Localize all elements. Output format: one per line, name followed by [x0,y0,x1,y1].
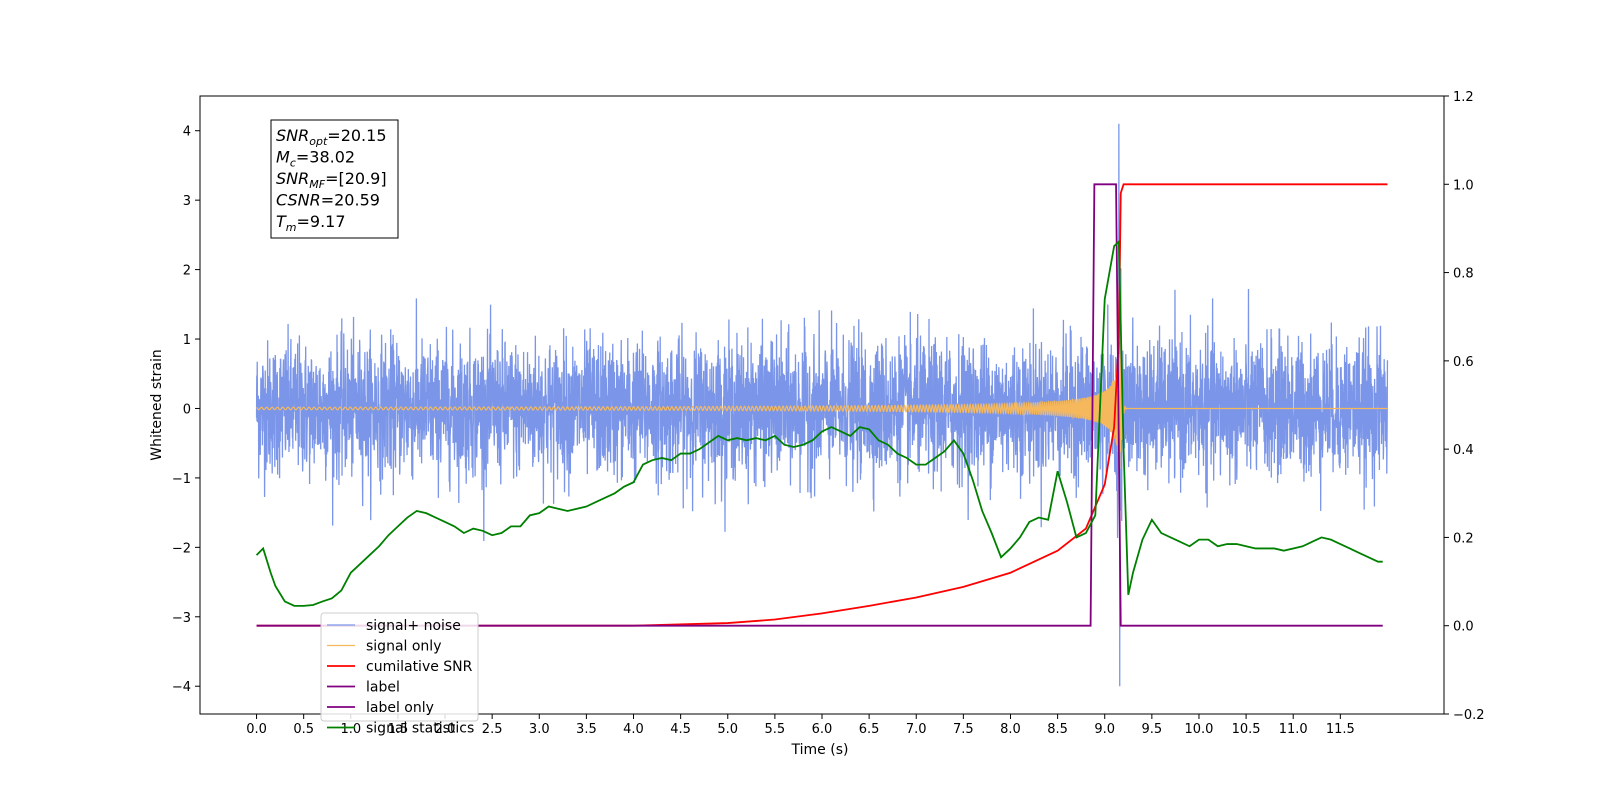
x-tick-label: 9.0 [1094,722,1115,737]
y2-tick-label: 0.0 [1453,620,1474,635]
annotation-line: SNRMF=[20.9] [276,169,387,191]
annotation-subscript: opt [309,135,328,148]
x-tick-label: 7.0 [906,722,927,737]
y2-tick-label: −0.2 [1453,708,1485,723]
x-tick-label: 6.5 [859,722,880,737]
annotation-line: CSNR=20.59 [276,191,380,210]
plot-area [255,123,1389,687]
y2-tick-label: 0.4 [1453,443,1474,458]
x-tick-label: 8.5 [1047,722,1068,737]
annotation-line: SNRopt=20.15 [276,126,387,148]
y-tick-label: 0 [183,402,191,417]
x-tick-label: 11.5 [1326,722,1355,737]
y-axis-title: Whitened strain [149,349,165,460]
x-tick-label: 1.5 [388,722,409,737]
annotation-value: =20.59 [321,191,380,210]
y-tick-label: −3 [172,611,191,626]
x-tick-label: 0.5 [293,722,314,737]
legend-label-signal-noise: signal+ noise [366,618,461,634]
y-tick-label: 2 [183,264,191,279]
x-tick-label: 4.0 [623,722,644,737]
annotation-value: =38.02 [296,148,355,167]
x-tick-label: 5.5 [765,722,786,737]
x-axis-title: Time (s) [791,742,849,758]
right-axis-series [255,183,1388,627]
annotation-value: =20.15 [327,126,386,145]
line-signal-only [256,332,1388,469]
x-tick-label: 10.5 [1232,722,1261,737]
series-signal-only [256,332,1388,469]
x-tick-label: 3.5 [576,722,597,737]
y-tick-label: −2 [172,541,191,556]
legend-frame [320,612,479,722]
x-tick-label: 9.5 [1142,722,1163,737]
x-tick-label: 6.0 [812,722,833,737]
legend-label-signal-statistics: signal statistics [366,721,474,737]
x-tick-label: 3.0 [529,722,550,737]
annotation-frame [270,119,399,239]
x-tick-label: 11.0 [1279,722,1308,737]
y2-tick-label: 0.2 [1453,531,1474,546]
y-tick-label: −4 [172,680,191,695]
x-tick-label: 8.0 [1000,722,1021,737]
x-tick-label: 1.0 [340,722,361,737]
x-tick-label: 4.5 [670,722,691,737]
stats-annotation-box: SNRopt=20.15Mc=38.02SNRMF=[20.9]CSNR=20.… [270,119,399,239]
x-tick-label: 7.5 [953,722,974,737]
y-axis-right: −0.2 0.0 0.2 0.4 0.6 0.8 1.0 1.2 [1444,90,1485,723]
x-tick-label: 2.0 [435,722,456,737]
x-tick-label: 5.0 [717,722,738,737]
series-signal-plus-noise [255,123,1389,687]
y2-tick-label: 0.6 [1453,355,1474,370]
annotation-value: =9.17 [297,212,346,231]
annotation-symbol: SNR [276,169,309,188]
y2-tick-label: 1.2 [1453,90,1474,105]
x-tick-label: 2.5 [482,722,503,737]
y-tick-label: 4 [183,125,191,140]
legend-label-signal-only: signal only [366,639,441,655]
annotation-symbol: SNR [276,126,309,145]
annotation-subscript: c [290,157,296,170]
legend-label-label: label [366,680,400,696]
annotation-line: Tm=9.17 [276,212,346,234]
annotation-value: =[20.9] [325,169,387,188]
line-signal-statistics [255,239,1383,607]
x-axis: 0.0 0.5 1.0 1.5 2.0 2.5 3.0 3.5 4.0 4.5 5.0 5.5 6.0 6… [246,714,1355,737]
y2-tick-label: 1.0 [1453,178,1474,193]
annotation-line: Mc=38.02 [276,148,355,170]
annotation-subscript: MF [309,178,325,191]
annotation-symbol: T [276,212,287,231]
annotation-symbol: CSNR [276,191,321,210]
legend-label-cumilative-snr: cumilative SNR [366,659,473,675]
annotation-subscript: m [286,221,297,234]
y-tick-label: 1 [183,333,191,348]
line-label [256,183,1383,627]
line-signal-plus-noise [255,123,1389,687]
y-tick-label: −1 [172,472,191,487]
line-cumilative-snr [256,183,1388,627]
y2-tick-label: 0.8 [1453,267,1474,282]
legend-label-label-only: label only [366,700,434,716]
y-tick-label: 3 [183,194,191,209]
legend: signal+ noise signal only cumilative SNR la… [320,612,479,737]
y-axis-left: −4 −3 −2 −1 0 1 2 3 4 [172,125,200,695]
x-tick-label: 0.0 [246,722,267,737]
annotation-symbol: M [276,148,290,167]
x-tick-label: 10.0 [1184,722,1213,737]
